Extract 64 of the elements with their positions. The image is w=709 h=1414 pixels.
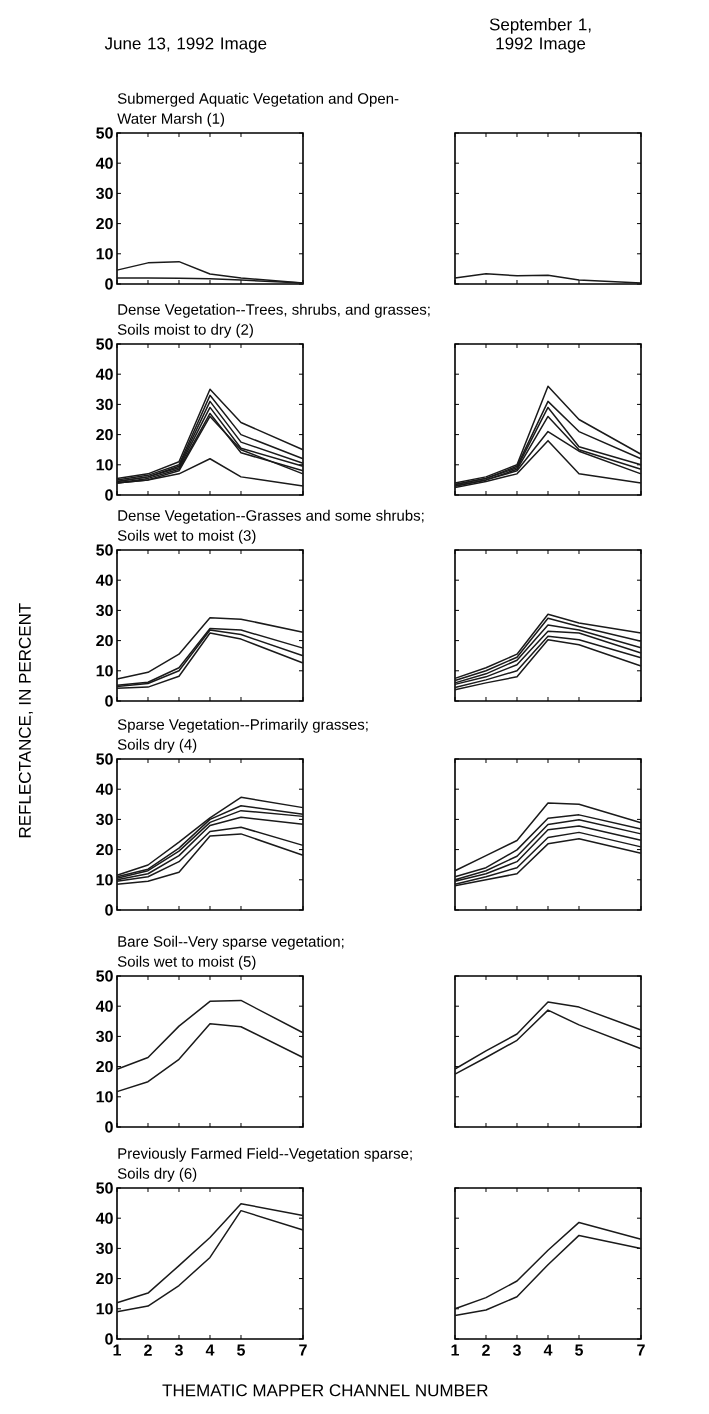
chart-title: Dense Vegetation--Grasses and some shrubs; xyxy=(118,509,424,524)
y-tick-label: 10 xyxy=(96,459,113,471)
x-tick-label: 5 xyxy=(237,1344,245,1356)
y-tick-label: 30 xyxy=(96,1242,113,1255)
text: September 1, 1992 Image xyxy=(489,17,591,53)
y-tick-label: 50 xyxy=(96,127,113,139)
x-tick-label: 4 xyxy=(205,1344,215,1356)
y-tick-label: 0 xyxy=(105,1121,113,1133)
y-tick-label: 40 xyxy=(95,368,113,380)
y-tick-label: 20 xyxy=(96,843,113,856)
y-tick-label: 50 xyxy=(96,544,113,556)
y-tick-label: 20 xyxy=(96,217,113,230)
chart-title: Bare Soil--Very sparse vegetation; xyxy=(118,935,344,950)
y-tick-label: 30 xyxy=(96,187,113,200)
x-tick-label: 4 xyxy=(543,1344,553,1356)
y-tick-label: 20 xyxy=(96,1272,113,1285)
y-tick-label: 30 xyxy=(96,1030,113,1043)
y-tick-label: 40 xyxy=(95,157,113,169)
x-tick-label: 1 xyxy=(113,1344,121,1356)
x-tick-label: 7 xyxy=(299,1344,307,1356)
y-tick-label: 50 xyxy=(96,338,113,350)
chart-subtitle: Water Marsh (1) xyxy=(117,112,225,127)
chart-subtitle: Soils wet to moist (3) xyxy=(117,529,256,544)
y-tick-label: 20 xyxy=(96,1060,113,1073)
chart-title: Sparse Vegetation--Primarily grasses; xyxy=(117,718,368,733)
y-tick-label: 40 xyxy=(95,1212,113,1224)
y-tick-label: 30 xyxy=(96,604,113,617)
y-tick-label: 10 xyxy=(96,665,113,677)
y-tick-label: 10 xyxy=(96,1091,113,1103)
chart-subtitle: Soils dry (6) xyxy=(117,1167,197,1182)
y-tick-label: 50 xyxy=(96,970,113,982)
y-tick-label: 0 xyxy=(105,695,113,707)
chart-subtitle: Soils moist to dry (2) xyxy=(117,323,253,338)
y-tick-label: 40 xyxy=(95,783,113,795)
chart-subtitle: Soils wet to moist (5) xyxy=(117,955,256,970)
y-tick-label: 10 xyxy=(96,874,113,886)
chart-title: Submerged Aquatic Vegetation and Open- xyxy=(117,92,399,107)
y-tick-label: 10 xyxy=(96,1303,113,1315)
y-tick-label: 30 xyxy=(96,398,113,411)
x-axis-title: THEMATIC MAPPER CHANNEL NUMBER xyxy=(162,1384,488,1397)
x-tick-label: 2 xyxy=(144,1344,152,1356)
y-tick-label: 20 xyxy=(96,634,113,647)
chart-subtitle: Soils dry (4) xyxy=(117,738,197,753)
y-tick-label: 0 xyxy=(105,278,113,290)
chart-title: Dense Vegetation--Trees, shrubs, and grasses; xyxy=(118,303,430,318)
x-tick-label: 1 xyxy=(451,1344,459,1356)
x-tick-label: 3 xyxy=(174,1344,183,1356)
y-axis-title: REFLECTANCE, IN PERCENT xyxy=(18,603,33,838)
y-tick-label: 10 xyxy=(96,248,113,260)
y-tick-label: 20 xyxy=(96,428,113,441)
x-tick-label: 7 xyxy=(637,1344,645,1356)
y-tick-label: 50 xyxy=(96,1182,113,1194)
y-tick-label: 40 xyxy=(95,574,113,586)
y-tick-label: 0 xyxy=(105,489,113,501)
y-tick-label: 0 xyxy=(105,904,113,916)
y-tick-label: 30 xyxy=(96,813,113,826)
chart-title: Previously Farmed Field--Vegetation sparse; xyxy=(118,1147,412,1162)
text: June 13, 1992 Image xyxy=(104,37,267,53)
x-tick-label: 2 xyxy=(482,1344,490,1356)
x-tick-label: 3 xyxy=(512,1344,521,1356)
y-tick-label: 50 xyxy=(96,753,113,765)
y-tick-label: 40 xyxy=(95,1000,113,1012)
x-tick-label: 5 xyxy=(575,1344,583,1356)
y-tick-label: 0 xyxy=(105,1333,113,1345)
